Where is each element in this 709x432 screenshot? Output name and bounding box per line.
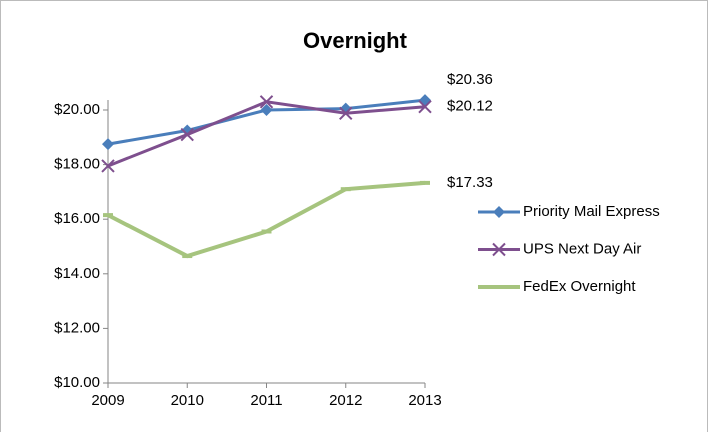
- series-line: [107, 180, 426, 259]
- y-tick-label: $16.00: [54, 210, 100, 227]
- x-tick-label: 2012: [329, 392, 362, 409]
- chart-title: Overnight: [303, 28, 408, 53]
- y-tick-label: $12.00: [54, 319, 100, 336]
- data-point: [102, 138, 114, 151]
- legend-label: UPS Next Day Air: [523, 240, 641, 257]
- x-tick-label: 2009: [91, 392, 124, 409]
- legend-label: FedEx Overnight: [523, 278, 636, 295]
- data-point: [339, 106, 353, 120]
- y-tick-label: $20.00: [54, 101, 100, 118]
- data-label: $17.33: [447, 174, 493, 191]
- data-point: [260, 104, 273, 116]
- data-label: $20.36: [447, 71, 493, 88]
- x-tick-label: 2011: [250, 392, 282, 409]
- legend-marker: [492, 242, 506, 257]
- x-tick-label: 2013: [408, 392, 441, 409]
- legend-marker: [493, 206, 505, 218]
- y-tick-label: $18.00: [54, 156, 100, 173]
- data-point: [180, 127, 194, 142]
- data-point: [418, 100, 432, 114]
- y-tick-label: $14.00: [54, 265, 100, 282]
- data-point: [419, 94, 431, 107]
- y-tick-label: $10.00: [54, 374, 100, 391]
- x-tick-label: 2010: [171, 392, 204, 409]
- data-point: [101, 159, 115, 173]
- legend-label: Priority Mail Express: [523, 203, 660, 220]
- data-label: $20.12: [447, 98, 493, 115]
- data-point: [259, 95, 274, 109]
